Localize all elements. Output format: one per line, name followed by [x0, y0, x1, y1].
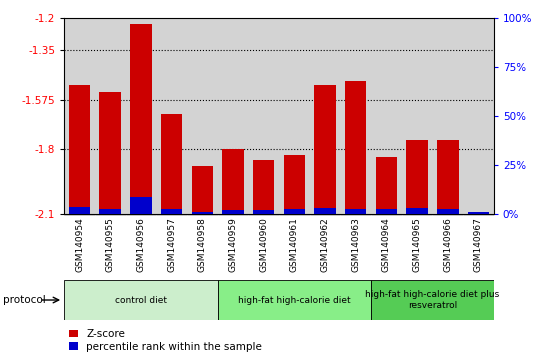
Text: GSM140962: GSM140962: [320, 217, 330, 272]
Bar: [99, 92, 121, 214]
Bar: [253, 160, 275, 214]
Text: GSM140965: GSM140965: [412, 217, 422, 272]
Text: high-fat high-calorie diet: high-fat high-calorie diet: [238, 296, 350, 304]
Text: GSM140960: GSM140960: [259, 217, 268, 272]
Text: GSM140957: GSM140957: [167, 217, 176, 272]
Bar: [345, 81, 367, 214]
Bar: [283, 209, 305, 214]
Legend: Z-score, percentile rank within the sample: Z-score, percentile rank within the samp…: [69, 329, 262, 352]
Text: protocol: protocol: [3, 295, 46, 305]
Bar: [406, 140, 428, 214]
Text: GSM140959: GSM140959: [228, 217, 238, 272]
Bar: [222, 210, 244, 214]
Bar: [161, 209, 182, 214]
Bar: [283, 155, 305, 214]
Bar: [437, 140, 459, 214]
Text: GSM140958: GSM140958: [198, 217, 207, 272]
Bar: [437, 209, 459, 214]
Text: GSM140963: GSM140963: [351, 217, 360, 272]
Bar: [191, 212, 213, 214]
Text: GSM140956: GSM140956: [136, 217, 146, 272]
Text: GSM140955: GSM140955: [105, 217, 115, 272]
Bar: [406, 208, 428, 214]
Bar: [314, 85, 336, 214]
Text: GSM140961: GSM140961: [290, 217, 299, 272]
Text: high-fat high-calorie diet plus
resveratrol: high-fat high-calorie diet plus resverat…: [365, 290, 499, 310]
Bar: [345, 209, 367, 214]
Text: GSM140966: GSM140966: [443, 217, 453, 272]
Bar: [69, 85, 90, 214]
Text: GSM140954: GSM140954: [75, 217, 84, 272]
Bar: [314, 208, 336, 214]
Bar: [130, 24, 152, 214]
Bar: [218, 280, 371, 320]
Bar: [99, 209, 121, 214]
Bar: [191, 166, 213, 214]
Text: GSM140964: GSM140964: [382, 217, 391, 272]
Bar: [376, 209, 397, 214]
Bar: [222, 149, 244, 214]
Bar: [130, 198, 152, 214]
Bar: [69, 207, 90, 214]
Bar: [468, 212, 489, 214]
Text: GSM140967: GSM140967: [474, 217, 483, 272]
Bar: [468, 212, 489, 214]
Text: control diet: control diet: [115, 296, 167, 304]
Bar: [64, 280, 218, 320]
Bar: [376, 158, 397, 214]
Bar: [371, 280, 494, 320]
Bar: [161, 114, 182, 214]
Bar: [253, 210, 275, 214]
